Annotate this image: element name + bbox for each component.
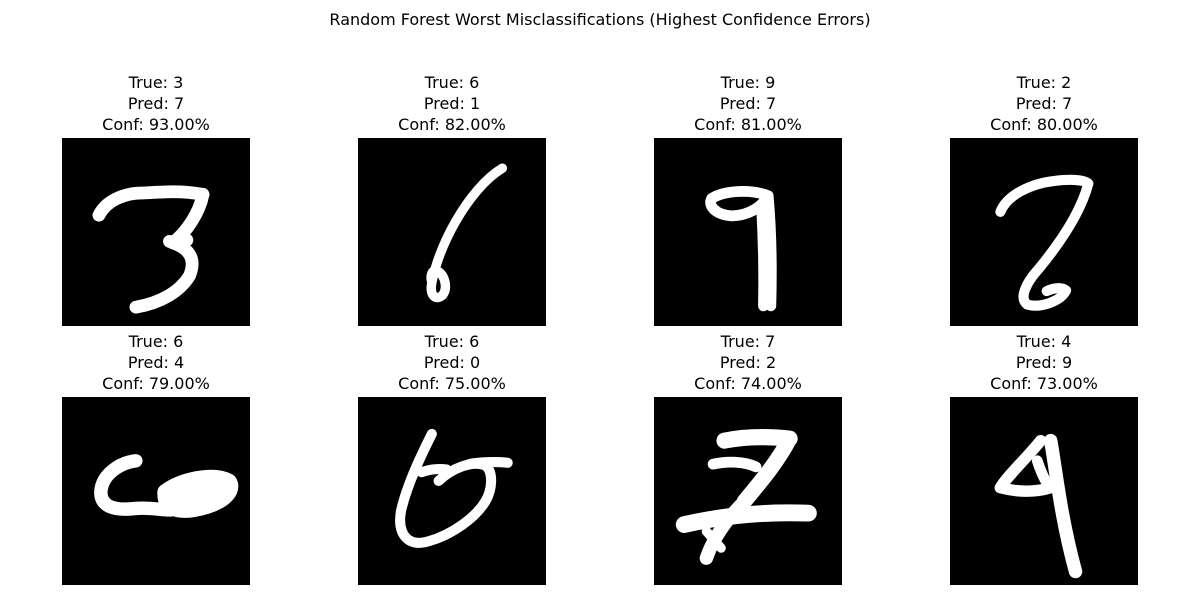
- true-label: True: 4: [1016, 332, 1072, 351]
- sample-panel: True: 6 Pred: 1 Conf: 82.00%: [358, 72, 546, 326]
- conf-label: Conf: 73.00%: [990, 374, 1098, 393]
- true-label: True: 6: [128, 332, 184, 351]
- sample-caption: True: 6 Pred: 4 Conf: 79.00%: [62, 331, 250, 394]
- true-label: True: 6: [424, 73, 480, 92]
- digit-image: [950, 397, 1138, 585]
- sample-panel: True: 9 Pred: 7 Conf: 81.00%: [654, 72, 842, 326]
- sample-panel: True: 7 Pred: 2 Conf: 74.00%: [654, 331, 842, 585]
- pred-label: Pred: 0: [423, 353, 481, 372]
- digit-image: [358, 138, 546, 326]
- conf-label: Conf: 81.00%: [694, 115, 802, 134]
- sample-panel: True: 4 Pred: 9 Conf: 73.00%: [950, 331, 1138, 585]
- sample-caption: True: 6 Pred: 0 Conf: 75.00%: [358, 331, 546, 394]
- sample-caption: True: 9 Pred: 7 Conf: 81.00%: [654, 72, 842, 135]
- conf-label: Conf: 79.00%: [102, 374, 210, 393]
- digit-image: [358, 397, 546, 585]
- sample-panel: True: 2 Pred: 7 Conf: 80.00%: [950, 72, 1138, 326]
- sample-caption: True: 7 Pred: 2 Conf: 74.00%: [654, 331, 842, 394]
- digit-image: [654, 397, 842, 585]
- true-label: True: 9: [720, 73, 776, 92]
- digit-image: [654, 138, 842, 326]
- digit-image: [62, 397, 250, 585]
- sample-caption: True: 6 Pred: 1 Conf: 82.00%: [358, 72, 546, 135]
- conf-label: Conf: 93.00%: [102, 115, 210, 134]
- pred-label: Pred: 7: [719, 94, 777, 113]
- sample-caption: True: 2 Pred: 7 Conf: 80.00%: [950, 72, 1138, 135]
- pred-label: Pred: 7: [1015, 94, 1073, 113]
- sample-panel: True: 3 Pred: 7 Conf: 93.00%: [62, 72, 250, 326]
- conf-label: Conf: 80.00%: [990, 115, 1098, 134]
- sample-panel: True: 6 Pred: 0 Conf: 75.00%: [358, 331, 546, 585]
- true-label: True: 6: [424, 332, 480, 351]
- sample-caption: True: 4 Pred: 9 Conf: 73.00%: [950, 331, 1138, 394]
- conf-label: Conf: 75.00%: [398, 374, 506, 393]
- digit-image: [950, 138, 1138, 326]
- figure-title: Random Forest Worst Misclassifications (…: [329, 10, 871, 29]
- sample-panel: True: 6 Pred: 4 Conf: 79.00%: [62, 331, 250, 585]
- conf-label: Conf: 74.00%: [694, 374, 802, 393]
- pred-label: Pred: 1: [423, 94, 481, 113]
- digit-image: [62, 138, 250, 326]
- true-label: True: 3: [128, 73, 184, 92]
- true-label: True: 2: [1016, 73, 1072, 92]
- pred-label: Pred: 9: [1015, 353, 1073, 372]
- sample-caption: True: 3 Pred: 7 Conf: 93.00%: [62, 72, 250, 135]
- true-label: True: 7: [720, 332, 776, 351]
- pred-label: Pred: 4: [127, 353, 185, 372]
- conf-label: Conf: 82.00%: [398, 115, 506, 134]
- pred-label: Pred: 7: [127, 94, 185, 113]
- pred-label: Pred: 2: [719, 353, 777, 372]
